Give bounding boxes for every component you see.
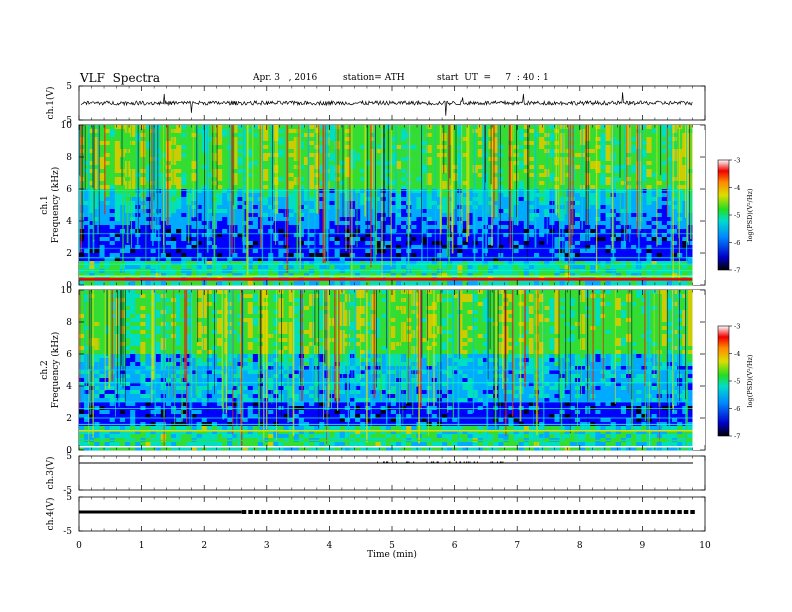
colorbar-tick-label: -3	[734, 323, 740, 331]
ch3-waveform-ylabel: ch.3(V)	[45, 457, 56, 490]
colorbar-tick-label: -5	[734, 378, 740, 386]
y-tick-label: 10	[61, 286, 73, 296]
y-tick-label: 5	[66, 82, 72, 92]
colorbar-tick-label: -6	[734, 405, 740, 413]
y-tick-label: -5	[63, 486, 72, 496]
y-tick-label: 0	[66, 281, 72, 291]
y-tick-label: 8	[66, 153, 72, 163]
x-tick-label: 4	[327, 541, 333, 551]
x-tick-label: 8	[577, 541, 583, 551]
station-label: station= ATH	[343, 73, 405, 83]
colorbar-tick-label: -3	[734, 157, 740, 165]
x-axis-label: Time (min)	[367, 549, 417, 560]
x-tick-label: 9	[640, 541, 646, 551]
ch1-colorbar	[717, 159, 730, 271]
chart-title: VLF Spectra	[80, 71, 161, 85]
ch4-waveform-ylabel: ch.4(V)	[45, 498, 56, 531]
date-label: Apr. 3 , 2016	[253, 73, 318, 83]
ch2-colorbar-label: log(PSD)(V²/Hz)	[746, 354, 754, 407]
x-tick-label: 2	[201, 541, 207, 551]
y-tick-label: 5	[66, 452, 72, 462]
y-tick-label: 2	[66, 249, 72, 259]
x-tick-label: 0	[76, 541, 82, 551]
ch1-colorbar-label: log(PSD)(V²/Hz)	[746, 188, 754, 241]
y-tick-label: 0	[66, 446, 72, 456]
y-tick-label: 6	[66, 185, 72, 195]
x-tick-label: 10	[699, 541, 711, 551]
ch1-spectrogram	[78, 125, 705, 286]
ch1-waveform-series	[80, 92, 693, 116]
ch4-waveform-series	[79, 510, 695, 514]
ch2-colorbar	[717, 325, 730, 437]
ch2-spectrogram-ylabel-2: Frequency (kHz)	[50, 332, 61, 409]
colorbar-tick-label: -7	[734, 267, 740, 275]
x-tick-label: 1	[139, 541, 145, 551]
colorbar-tick-label: -7	[734, 433, 740, 441]
ch3-noise-dots	[377, 461, 504, 463]
x-tick-label: 5	[389, 541, 395, 551]
y-tick-label: 6	[66, 350, 72, 360]
ch2-spectrogram	[79, 290, 705, 451]
y-tick-label: 10	[61, 121, 73, 131]
y-tick-label: -5	[63, 116, 72, 126]
ch2-spectrogram-ylabel-1: ch.2	[40, 360, 50, 379]
x-tick-label: 3	[264, 541, 270, 551]
y-tick-label: 4	[66, 382, 72, 392]
ch3-waveform-frame	[78, 455, 706, 491]
colorbar-tick-label: -4	[734, 350, 740, 358]
y-tick-label: -5	[63, 527, 72, 537]
x-tick-label: 7	[514, 541, 520, 551]
colorbar-tick-label: -5	[734, 212, 740, 220]
ch1-spectrogram-ylabel-1: ch.1	[40, 195, 50, 214]
colorbar-tick-label: -6	[734, 239, 740, 247]
x-tick-label: 6	[452, 541, 458, 551]
y-tick-label: 5	[66, 493, 72, 503]
y-tick-label: 4	[66, 217, 72, 227]
ch1-waveform-ylabel: ch.1(V)	[45, 87, 56, 120]
colorbar-tick-label: -4	[734, 184, 740, 192]
y-tick-label: 2	[66, 414, 72, 424]
ch1-spectrogram-ylabel-2: Frequency (kHz)	[50, 167, 61, 244]
y-tick-label: 8	[66, 318, 72, 328]
start-time-label: start UT = 7 : 40 : 1	[437, 73, 549, 83]
